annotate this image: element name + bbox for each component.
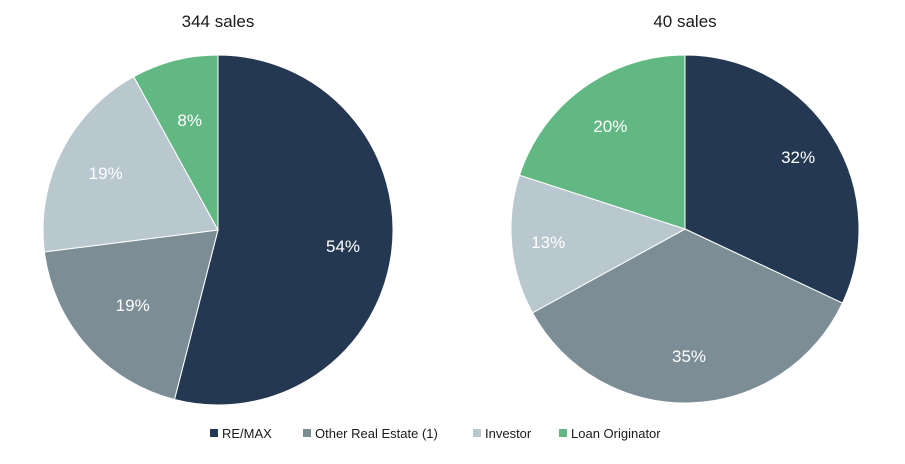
slice-label-loan-originator: 20% (593, 117, 627, 136)
slice-label-remax: 32% (781, 148, 815, 167)
pie-slice-remax (684, 54, 860, 304)
legend-swatch-investor (473, 429, 481, 437)
legend-swatch-other-real-estate (303, 429, 311, 437)
slice-label-other-real-estate: 19% (116, 296, 150, 315)
legend-label-loan-originator: Loan Originator (571, 426, 661, 441)
pie-slice-other-real-estate (43, 229, 219, 401)
chart-title-left: 344 sales (182, 12, 255, 31)
slice-label-investor: 13% (531, 233, 565, 252)
pie-slice-remax (173, 54, 394, 406)
legend: RE/MAX Other Real Estate (1) Investor Loan … (210, 426, 661, 441)
pie-slice-loan-originator (518, 54, 686, 230)
legend-label-other-real-estate: Other Real Estate (1) (315, 426, 438, 441)
legend-label-remax: RE/MAX (222, 426, 272, 441)
slice-label-remax: 54% (326, 237, 360, 256)
legend-swatch-loan-originator (559, 429, 567, 437)
chart-title-right: 40 sales (653, 12, 716, 31)
pie-slice-loan-originator (133, 54, 219, 231)
slice-label-loan-originator: 8% (177, 111, 202, 130)
pie-slice-investor (42, 75, 219, 253)
slice-label-investor: 19% (89, 164, 123, 183)
pie-slice-other-real-estate (531, 228, 844, 404)
slice-label-other-real-estate: 35% (672, 347, 706, 366)
legend-swatch-remax (210, 429, 218, 437)
legend-label-investor: Investor (485, 426, 532, 441)
pie-chart-40-sales: 40 sales 32% 35% 13% 20% (510, 12, 860, 404)
pie-chart-344-sales: 344 sales 54% 19% 19% 8% (42, 12, 394, 406)
pie-slice-investor (510, 174, 687, 314)
